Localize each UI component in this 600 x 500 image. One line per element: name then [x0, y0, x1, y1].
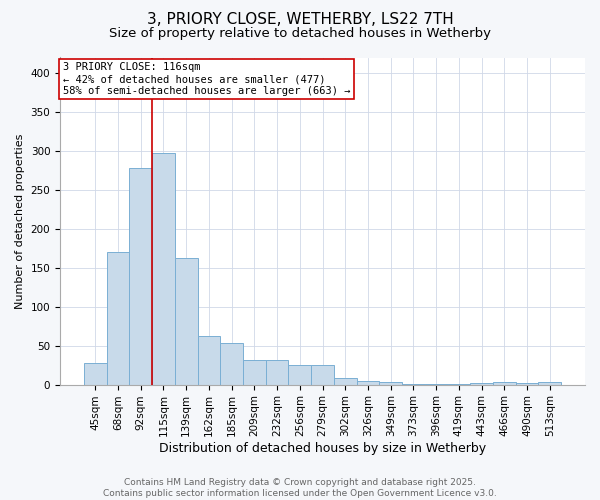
Bar: [107, 252, 130, 384]
Bar: [175, 258, 197, 384]
Bar: [538, 382, 561, 384]
Text: Size of property relative to detached houses in Wetherby: Size of property relative to detached ho…: [109, 28, 491, 40]
Bar: [515, 383, 538, 384]
X-axis label: Distribution of detached houses by size in Wetherby: Distribution of detached houses by size …: [159, 442, 486, 455]
Bar: [493, 382, 515, 384]
Bar: [84, 363, 107, 384]
Y-axis label: Number of detached properties: Number of detached properties: [15, 134, 25, 308]
Bar: [152, 154, 175, 384]
Bar: [470, 383, 493, 384]
Bar: [311, 365, 334, 384]
Bar: [266, 360, 289, 384]
Bar: [130, 168, 152, 384]
Bar: [197, 336, 220, 384]
Text: 3 PRIORY CLOSE: 116sqm
← 42% of detached houses are smaller (477)
58% of semi-de: 3 PRIORY CLOSE: 116sqm ← 42% of detached…: [62, 62, 350, 96]
Bar: [243, 360, 266, 384]
Text: Contains HM Land Registry data © Crown copyright and database right 2025.
Contai: Contains HM Land Registry data © Crown c…: [103, 478, 497, 498]
Bar: [220, 342, 243, 384]
Bar: [379, 382, 402, 384]
Bar: [289, 365, 311, 384]
Bar: [356, 380, 379, 384]
Bar: [334, 378, 356, 384]
Text: 3, PRIORY CLOSE, WETHERBY, LS22 7TH: 3, PRIORY CLOSE, WETHERBY, LS22 7TH: [146, 12, 454, 28]
